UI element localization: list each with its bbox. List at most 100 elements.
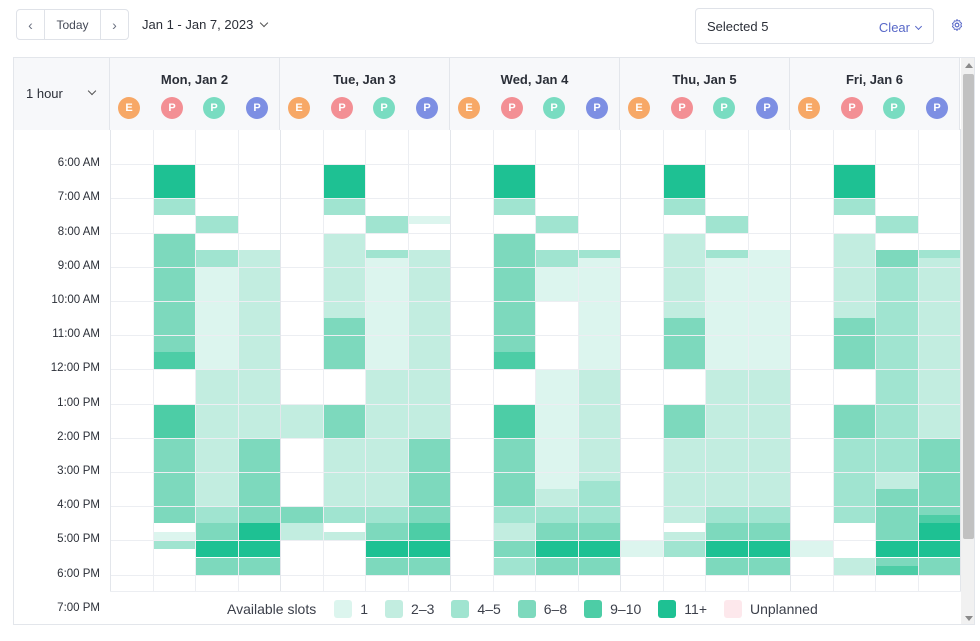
- resource-badge[interactable]: P: [756, 97, 778, 119]
- resource-badge[interactable]: E: [458, 97, 480, 119]
- availability-slot[interactable]: [875, 523, 918, 541]
- next-week-button[interactable]: ›: [100, 10, 128, 39]
- availability-slot[interactable]: [407, 369, 450, 438]
- availability-slot[interactable]: [365, 540, 408, 558]
- availability-slot[interactable]: [152, 531, 195, 541]
- availability-slot[interactable]: [577, 523, 620, 541]
- resource-badge[interactable]: P: [543, 97, 565, 119]
- availability-slot[interactable]: [237, 369, 280, 438]
- availability-slot[interactable]: [492, 352, 535, 370]
- availability-slot[interactable]: [322, 506, 365, 524]
- availability-slot[interactable]: [577, 249, 620, 259]
- availability-slot[interactable]: [365, 369, 408, 507]
- availability-slot[interactable]: [535, 249, 578, 267]
- availability-slot[interactable]: [407, 523, 450, 541]
- resource-badge[interactable]: P: [841, 97, 863, 119]
- availability-slot[interactable]: [322, 437, 365, 507]
- availability-slot[interactable]: [152, 540, 195, 549]
- availability-slot[interactable]: [875, 369, 918, 472]
- availability-slot[interactable]: [322, 318, 365, 370]
- availability-slot[interactable]: [662, 232, 705, 319]
- availability-slot[interactable]: [577, 506, 620, 524]
- resource-badge[interactable]: P: [586, 97, 608, 119]
- resource-badge[interactable]: P: [883, 97, 905, 119]
- prev-week-button[interactable]: ‹: [17, 10, 45, 39]
- availability-slot[interactable]: [152, 437, 195, 524]
- availability-slot[interactable]: [577, 369, 620, 481]
- availability-slot[interactable]: [152, 164, 195, 199]
- availability-slot[interactable]: [662, 531, 705, 541]
- availability-slot[interactable]: [195, 249, 238, 267]
- availability-slot[interactable]: [195, 540, 238, 558]
- resource-badge[interactable]: E: [288, 97, 310, 119]
- scroll-thumb[interactable]: [963, 74, 974, 539]
- scroll-down-arrow[interactable]: [965, 616, 973, 621]
- availability-slot[interactable]: [407, 249, 450, 370]
- availability-slot[interactable]: [705, 540, 748, 558]
- availability-slot[interactable]: [662, 198, 705, 216]
- availability-slot[interactable]: [662, 437, 705, 524]
- availability-slot[interactable]: [705, 215, 748, 233]
- availability-slot[interactable]: [407, 215, 450, 225]
- availability-slot[interactable]: [662, 318, 705, 370]
- availability-slot[interactable]: [152, 232, 195, 353]
- availability-slot[interactable]: [535, 523, 578, 541]
- availability-slot[interactable]: [747, 249, 790, 370]
- resource-badge[interactable]: P: [671, 97, 693, 119]
- availability-slot[interactable]: [195, 215, 238, 233]
- availability-slot[interactable]: [832, 318, 875, 370]
- availability-slot[interactable]: [535, 506, 578, 524]
- resource-badge[interactable]: P: [161, 97, 183, 119]
- availability-slot[interactable]: [365, 249, 408, 259]
- availability-slot[interactable]: [790, 540, 833, 558]
- vertical-scrollbar[interactable]: [961, 58, 974, 624]
- availability-slot[interactable]: [747, 540, 790, 558]
- resource-badge[interactable]: P: [373, 97, 395, 119]
- availability-slot[interactable]: [535, 557, 578, 575]
- availability-slot[interactable]: [875, 472, 918, 490]
- availability-slot[interactable]: [492, 437, 535, 507]
- resource-badge[interactable]: E: [118, 97, 140, 119]
- availability-slot[interactable]: [917, 249, 960, 259]
- availability-slot[interactable]: [322, 403, 365, 438]
- availability-slot[interactable]: [832, 437, 875, 524]
- availability-slot[interactable]: [535, 489, 578, 507]
- availability-slot[interactable]: [407, 540, 450, 558]
- availability-slot[interactable]: [365, 506, 408, 524]
- availability-slot[interactable]: [195, 369, 238, 507]
- interval-select[interactable]: 1 hour: [14, 58, 110, 130]
- availability-slot[interactable]: [705, 557, 748, 575]
- availability-slot[interactable]: [195, 523, 238, 541]
- availability-slot[interactable]: [535, 215, 578, 233]
- availability-slot[interactable]: [832, 232, 875, 319]
- availability-slot[interactable]: [322, 232, 365, 319]
- availability-slot[interactable]: [747, 369, 790, 507]
- availability-slot[interactable]: [875, 557, 918, 567]
- availability-slot[interactable]: [917, 437, 960, 515]
- availability-slot[interactable]: [365, 557, 408, 575]
- resource-badge[interactable]: P: [501, 97, 523, 119]
- resource-badge[interactable]: P: [203, 97, 225, 119]
- availability-slot[interactable]: [875, 540, 918, 558]
- availability-slot[interactable]: [705, 506, 748, 524]
- availability-slot[interactable]: [705, 523, 748, 541]
- availability-slot[interactable]: [535, 369, 578, 490]
- availability-slot[interactable]: [662, 540, 705, 558]
- resource-badge[interactable]: P: [416, 97, 438, 119]
- availability-slot[interactable]: [322, 164, 365, 199]
- availability-slot[interactable]: [577, 557, 620, 575]
- availability-slot[interactable]: [662, 403, 705, 438]
- availability-slot[interactable]: [280, 506, 323, 524]
- resource-badge[interactable]: E: [628, 97, 650, 119]
- resource-badge[interactable]: E: [798, 97, 820, 119]
- scroll-up-arrow[interactable]: [965, 63, 973, 68]
- availability-slot[interactable]: [832, 403, 875, 438]
- availability-slot[interactable]: [535, 266, 578, 301]
- availability-slot[interactable]: [195, 557, 238, 575]
- availability-slot[interactable]: [917, 557, 960, 575]
- availability-slot[interactable]: [195, 506, 238, 524]
- availability-slot[interactable]: [705, 369, 748, 507]
- availability-slot[interactable]: [492, 506, 535, 524]
- availability-slot[interactable]: [492, 198, 535, 216]
- resource-select[interactable]: Selected 5 Clear: [695, 8, 934, 44]
